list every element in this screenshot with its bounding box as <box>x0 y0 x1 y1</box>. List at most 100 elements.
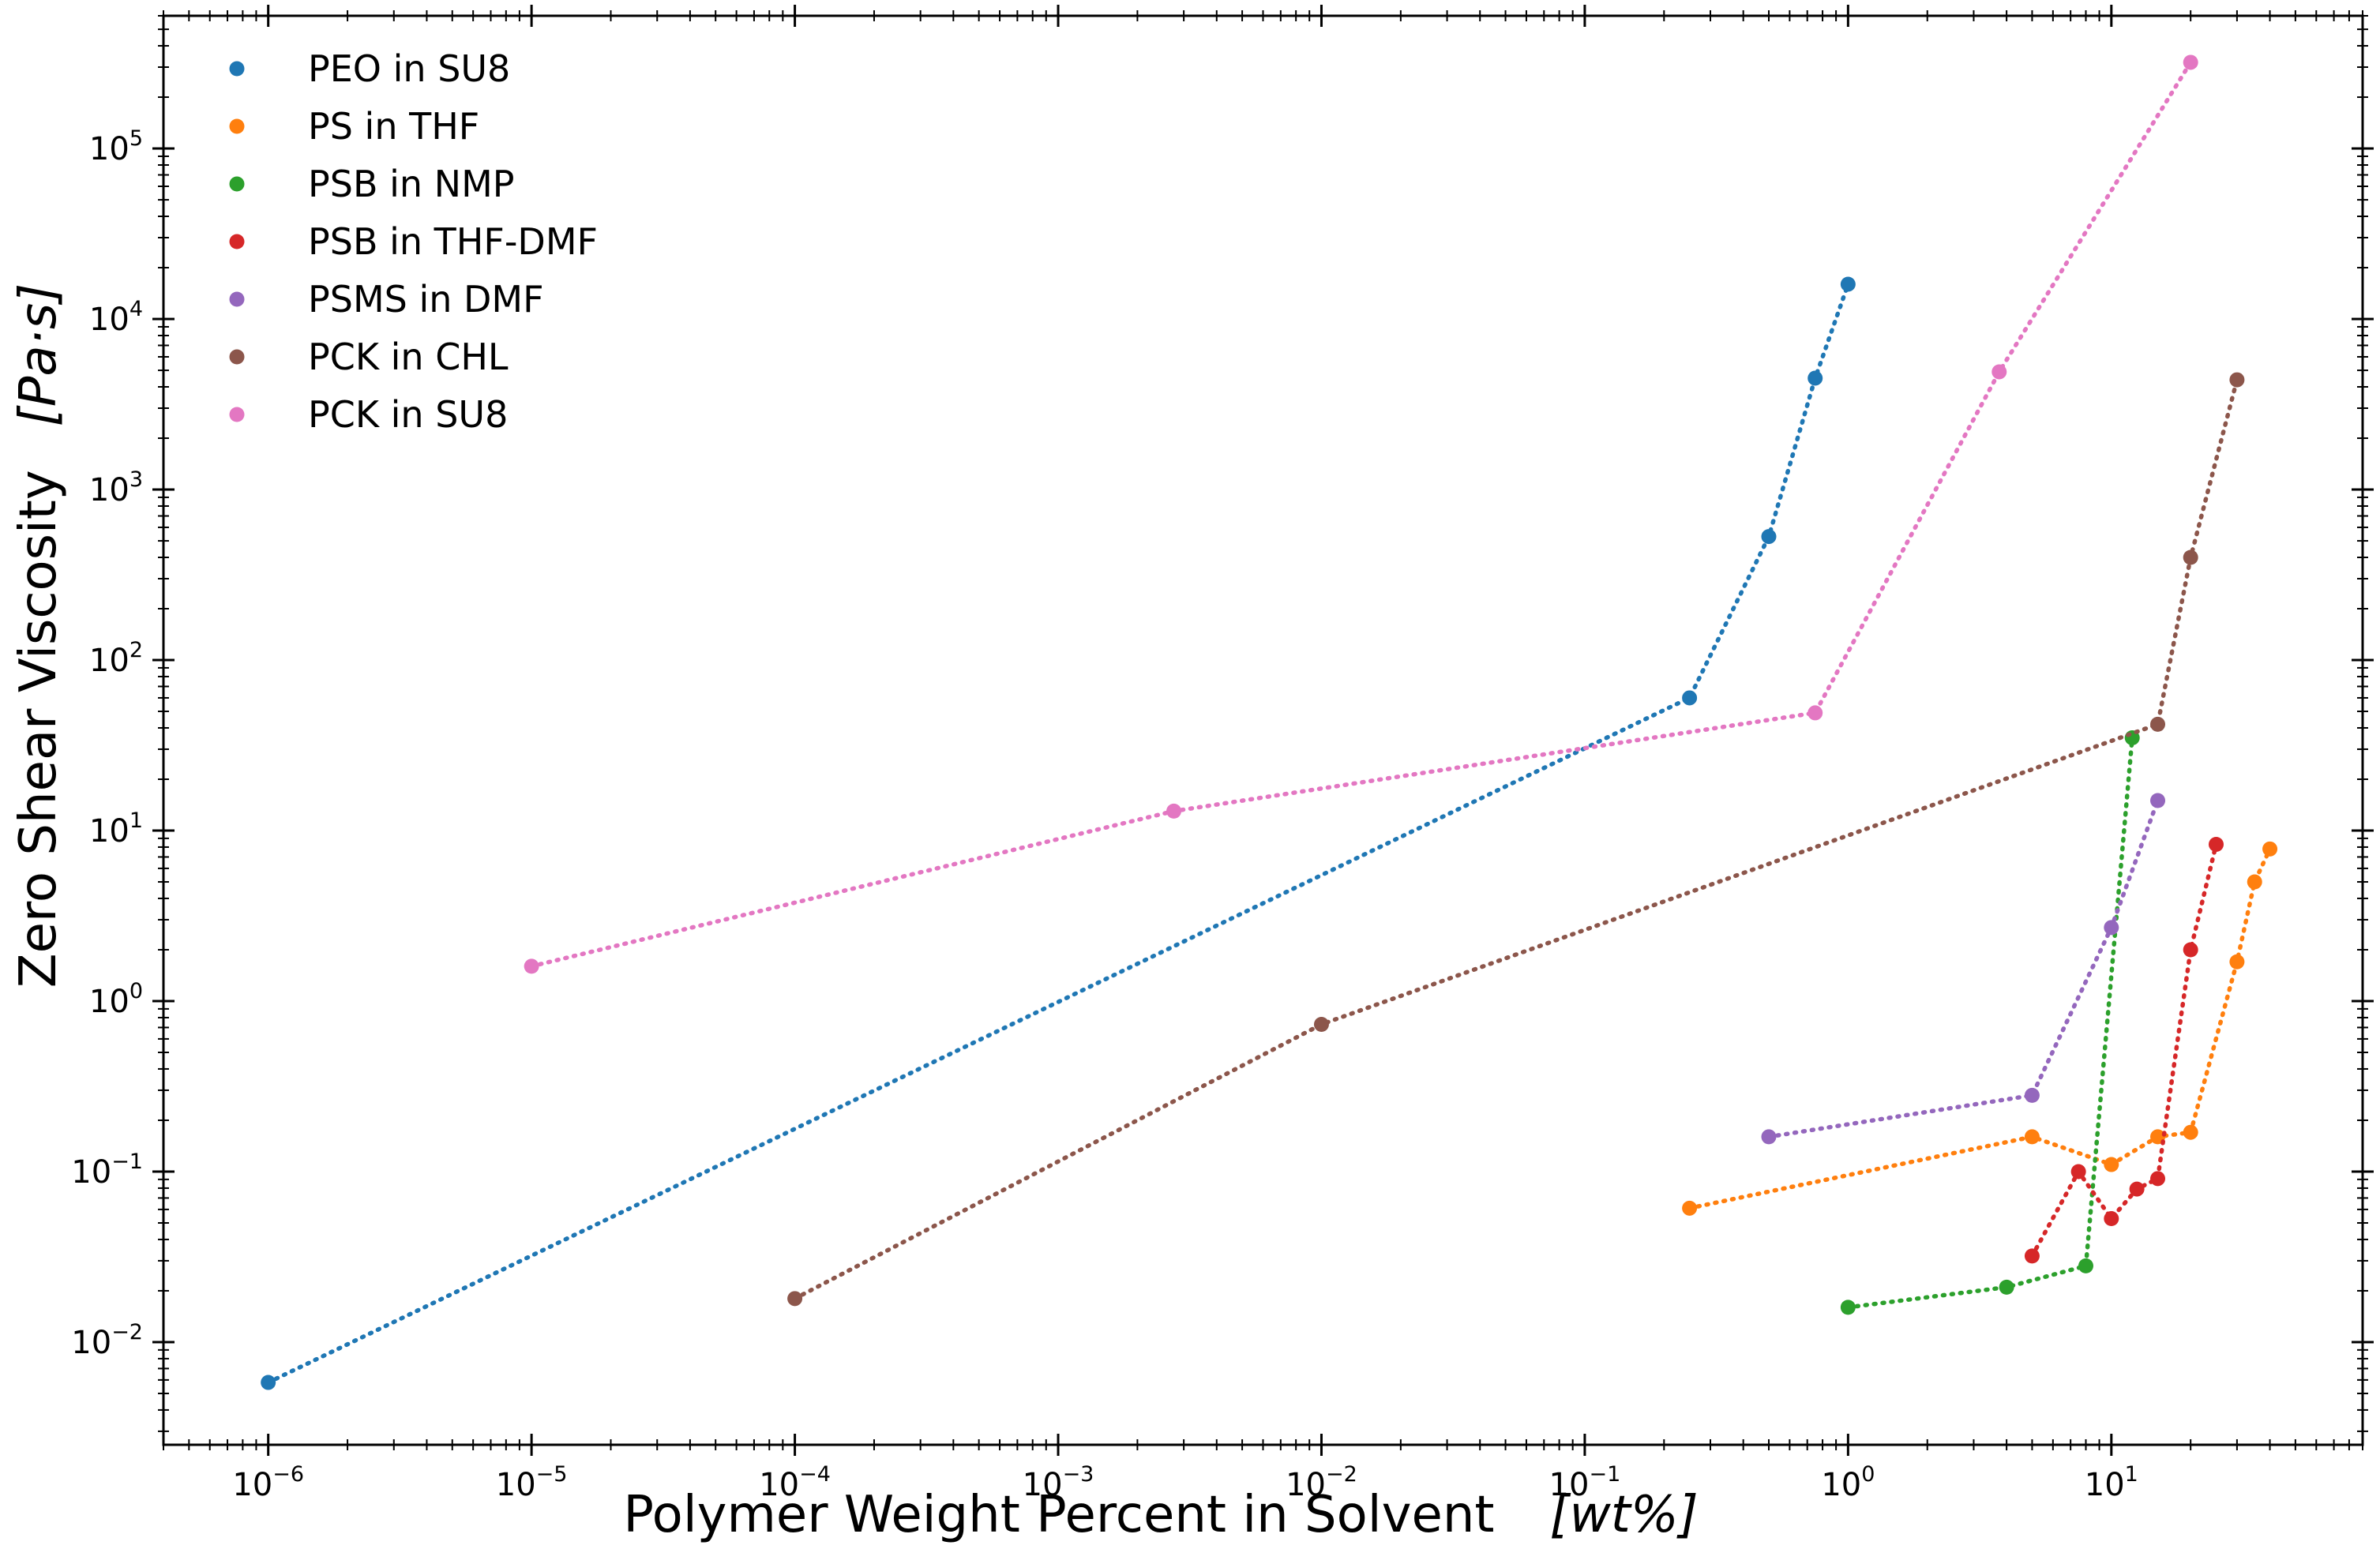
y-tick-base: 10 <box>89 813 130 850</box>
series-5 <box>787 372 2245 1307</box>
legend-label: PCK in CHL <box>308 336 509 378</box>
data-point <box>1991 364 2007 380</box>
x-tick-label: 10−5 <box>496 1462 568 1503</box>
ticks-layer: 10−6 10−5 10−4 10−3 10−2 10−1 100 10110−210−110… <box>71 5 2374 1503</box>
data-point <box>2183 549 2198 565</box>
y-tick-exp: −1 <box>111 1150 143 1174</box>
x-axis-unit: [wt%] <box>1549 1486 1698 1544</box>
x-tick-base: 10 <box>1023 1467 1063 1503</box>
data-point <box>2104 1157 2119 1172</box>
data-point <box>2104 1211 2119 1227</box>
x-tick-base: 10 <box>496 1467 536 1503</box>
y-tick-exp: 3 <box>130 467 143 492</box>
data-point <box>2229 372 2245 388</box>
series-line <box>1845 735 2134 1310</box>
x-tick-label: 10−6 <box>232 1462 304 1503</box>
y-tick-label: 101 <box>89 808 143 850</box>
y-tick-base: 10 <box>71 1325 111 1361</box>
legend-marker <box>229 234 245 249</box>
x-tick-exp: −1 <box>1589 1462 1620 1487</box>
legend-label: PCK in SU8 <box>308 393 508 436</box>
x-tick-exp: −2 <box>1326 1462 1357 1487</box>
y-tick-exp: 1 <box>130 808 143 833</box>
data-point <box>2183 1124 2198 1140</box>
y-tick-label: 102 <box>89 638 143 679</box>
legend-label: PSB in THF-DMF <box>308 220 598 263</box>
series-1 <box>1682 841 2278 1216</box>
x-tick-label: 101 <box>2085 1462 2138 1503</box>
y-tick-exp: 4 <box>130 297 143 321</box>
y-tick-label: 10−1 <box>71 1150 143 1191</box>
data-point <box>2183 54 2198 70</box>
data-point <box>2150 716 2166 732</box>
data-point <box>2024 1129 2040 1145</box>
legend-label: PEO in SU8 <box>308 47 510 90</box>
x-tick-base: 10 <box>1286 1467 1326 1503</box>
data-point <box>1808 705 1823 721</box>
data-point <box>2209 836 2224 852</box>
x-tick-label: 10−1 <box>1549 1462 1621 1503</box>
data-point <box>1840 276 1856 292</box>
data-point <box>2024 1248 2040 1264</box>
data-point <box>2229 954 2245 970</box>
y-tick-base: 10 <box>71 1154 111 1191</box>
data-point <box>2078 1258 2093 1273</box>
y-tick-base: 10 <box>89 302 130 338</box>
series-4 <box>1761 793 2166 1145</box>
data-point <box>1840 1300 1856 1315</box>
y-tick-exp: 2 <box>130 638 143 662</box>
series-0 <box>261 276 1856 1390</box>
data-point <box>2129 1181 2145 1197</box>
data-point <box>2104 920 2119 936</box>
x-axis-label: Polymer Weight Percent in Solvent <box>623 1486 1494 1544</box>
data-point <box>2150 1171 2166 1187</box>
data-point <box>2247 874 2262 890</box>
data-point <box>787 1291 803 1307</box>
data-point <box>1999 1279 2014 1295</box>
y-tick-label: 103 <box>89 467 143 508</box>
y-axis-label: Zero Shear Viscosity <box>9 470 68 988</box>
legend-label: PSB in NMP <box>308 163 515 205</box>
x-axis-title: Polymer Weight Percent in Solvent [wt%] <box>623 1486 1698 1544</box>
series-layer <box>261 54 2278 1390</box>
series-line <box>1766 798 2160 1139</box>
legend: PEO in SU8 PS in THF PSB in NMP PSB in THF-… <box>229 47 598 436</box>
legend-marker <box>229 291 245 307</box>
legend-marker <box>229 349 245 365</box>
plot-frame <box>162 14 2364 1446</box>
legend-label: PS in THF <box>308 105 479 148</box>
series-line <box>1687 846 2273 1211</box>
y-tick-base: 10 <box>89 131 130 167</box>
series-6 <box>524 54 2198 974</box>
y-tick-label: 105 <box>89 126 143 167</box>
x-tick-exp: −4 <box>799 1462 831 1487</box>
x-tick-base: 10 <box>1821 1467 1861 1503</box>
data-point <box>261 1375 276 1390</box>
data-point <box>2262 841 2278 857</box>
y-tick-label: 104 <box>89 297 143 338</box>
y-tick-label: 100 <box>89 979 143 1020</box>
y-tick-exp: 0 <box>130 979 143 1003</box>
x-tick-label: 100 <box>1821 1462 1875 1503</box>
x-tick-base: 10 <box>232 1467 272 1503</box>
data-point <box>524 958 539 974</box>
x-tick-base: 10 <box>759 1467 799 1503</box>
y-axis-title: Zero Shear Viscosity [Pa·s] <box>9 283 68 988</box>
y-tick-exp: 5 <box>130 126 143 151</box>
data-point <box>2183 942 2198 958</box>
legend-label: PSMS in DMF <box>308 278 544 321</box>
series-line <box>792 377 2239 1301</box>
data-point <box>2070 1164 2086 1180</box>
y-tick-base: 10 <box>89 472 130 508</box>
series-3 <box>2024 836 2224 1264</box>
x-tick-exp: −5 <box>536 1462 568 1487</box>
y-tick-base: 10 <box>89 984 130 1020</box>
legend-marker <box>229 176 245 192</box>
x-tick-base: 10 <box>1549 1467 1590 1503</box>
x-tick-exp: −6 <box>272 1462 304 1487</box>
data-point <box>1808 370 1823 386</box>
y-tick-base: 10 <box>89 643 130 679</box>
x-tick-exp: −3 <box>1063 1462 1094 1487</box>
